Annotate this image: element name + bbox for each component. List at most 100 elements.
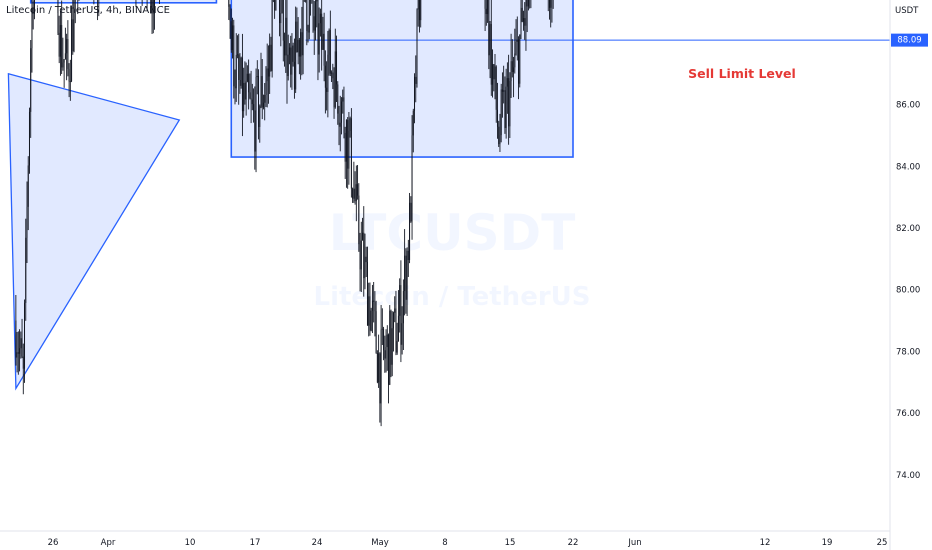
watermark-name: Litecoin / TetherUS	[314, 282, 591, 312]
candle-body	[397, 315, 399, 342]
candle-body	[412, 110, 414, 136]
candle-body	[343, 97, 345, 133]
candle-body	[287, 54, 289, 77]
candle-body	[282, 0, 284, 41]
candle-body	[66, 38, 68, 54]
candle-body	[376, 353, 378, 383]
candle-body	[245, 81, 247, 100]
candle-body	[399, 285, 401, 316]
candle-body	[504, 90, 506, 128]
candle-body	[259, 105, 261, 127]
candle-body	[379, 353, 381, 404]
candle-body	[492, 64, 494, 85]
candle-body	[355, 184, 357, 202]
candle-body	[254, 110, 256, 152]
candle-body	[253, 104, 255, 111]
candle-body	[385, 347, 387, 359]
candle-body	[340, 101, 342, 123]
candle-body	[500, 89, 502, 136]
candle-body	[62, 62, 64, 68]
candle-body	[359, 244, 361, 270]
candle-body	[406, 250, 408, 300]
candle-body	[394, 308, 396, 313]
candle-body	[69, 81, 71, 82]
candle-body	[488, 0, 490, 56]
candle-body	[386, 334, 388, 348]
candle-body	[417, 0, 419, 10]
candle-body	[515, 41, 517, 54]
candle-body	[352, 188, 354, 199]
candle-body	[405, 255, 407, 300]
candle-body	[339, 122, 341, 127]
candle-body	[324, 65, 326, 88]
candle-body	[548, 0, 550, 8]
candle-body	[328, 29, 330, 55]
currency-label: USDT	[895, 6, 919, 16]
candle-body	[326, 87, 328, 92]
candle-body	[511, 61, 513, 73]
x-tick-label: 26	[48, 538, 59, 548]
x-tick-label: 22	[568, 538, 579, 548]
candle-body	[495, 66, 497, 110]
candle-body	[246, 73, 248, 82]
candle-body	[510, 61, 512, 82]
candle-body	[384, 350, 386, 359]
candle-body	[409, 202, 411, 261]
candle-body	[280, 13, 282, 24]
candle-body	[72, 19, 74, 52]
candle-body	[255, 77, 257, 152]
candle-body	[493, 64, 495, 80]
candle-body	[411, 135, 413, 222]
x-tick-label: 24	[312, 538, 323, 548]
candle-body	[241, 57, 243, 112]
candle-body	[232, 25, 234, 51]
candle-body	[275, 0, 277, 11]
candle-body	[402, 291, 404, 324]
candle-body	[522, 18, 524, 22]
price-axis-bg	[890, 0, 932, 550]
annotation-group: Sell Limit Level	[688, 66, 796, 81]
x-tick-label: 19	[822, 538, 833, 548]
candle-body	[28, 111, 30, 166]
candle-body	[505, 86, 507, 128]
candle-body	[414, 76, 416, 111]
candle-body	[286, 17, 288, 77]
candle-body	[364, 256, 366, 279]
candle-body	[416, 9, 418, 84]
candle-body	[73, 0, 75, 52]
candle-body	[348, 130, 350, 169]
candle-body	[293, 61, 295, 90]
candle-body	[31, 7, 33, 49]
candle-body	[229, 6, 231, 22]
candle-body	[347, 120, 349, 169]
y-tick-label: 78.00	[896, 347, 920, 357]
candle-body	[370, 310, 372, 331]
candle-body	[407, 250, 409, 261]
candle-body	[319, 13, 321, 24]
candle-body	[349, 118, 351, 131]
candle-body	[68, 68, 70, 82]
lines-group	[305, 39, 890, 41]
candle-body	[396, 341, 398, 353]
candle-body	[292, 45, 294, 62]
candle-body	[334, 51, 336, 108]
candle-body	[400, 285, 402, 345]
candle-body	[358, 195, 360, 245]
candle-body	[521, 7, 523, 22]
candle-body	[154, 0, 156, 14]
candle-body	[353, 188, 355, 199]
candle-body	[291, 45, 293, 75]
candle-body	[301, 32, 303, 56]
candle-body	[321, 13, 323, 50]
candle-body	[260, 76, 262, 106]
candle-body	[296, 21, 298, 53]
candle-body	[365, 256, 367, 263]
candle-body	[368, 296, 370, 326]
candle-body	[313, 16, 315, 31]
candle-body	[250, 98, 252, 100]
candle-body	[381, 328, 383, 330]
candle-body	[357, 184, 359, 196]
y-tick-label: 76.00	[896, 409, 920, 419]
